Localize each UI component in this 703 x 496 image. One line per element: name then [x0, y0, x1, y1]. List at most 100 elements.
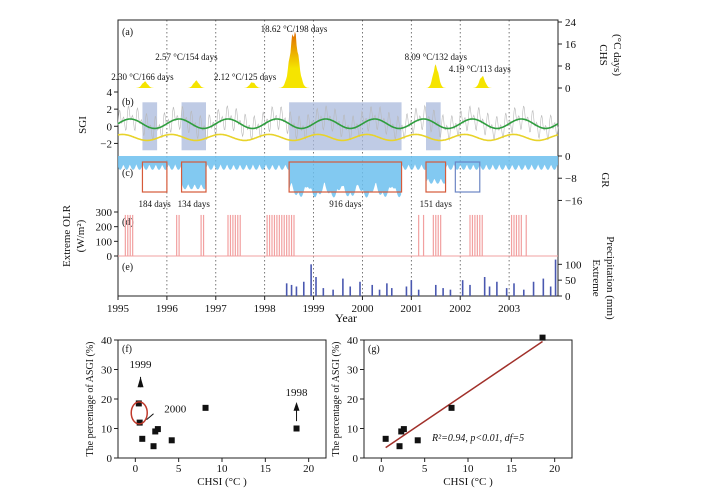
year-axis: 1995 1996 1997 1998 1999 2000 2001 2002 2003 — [107, 296, 521, 315]
panel-f-annotation-1998: 1998 — [286, 387, 309, 399]
gr-box-label-0: 184 days — [139, 199, 172, 209]
panel-c-area — [118, 156, 558, 198]
panel-f-point-7 — [202, 404, 209, 411]
panel-f-point-2 — [139, 435, 146, 442]
panel-f-xtick-label-0: 0 — [133, 463, 139, 475]
gr-box-1 — [180, 161, 207, 193]
panel-f-arrowhead-1998 — [293, 401, 300, 411]
panel-f-points — [135, 400, 300, 450]
panel-a-tick-label-2: 16 — [565, 39, 577, 51]
panel-f-arrowhead-1999 — [137, 376, 144, 388]
panel-e-ylabel-line1: Extreme — [590, 259, 602, 296]
panel-g-ytick-label-0: 0 — [353, 453, 359, 465]
panel-f-ytick-label-4: 40 — [101, 335, 113, 347]
gr-box-label-1: 134 days — [178, 199, 211, 209]
panel-g-xtick-label-1: 5 — [422, 463, 428, 475]
panel-b-lines — [117, 104, 559, 142]
panel-f-point-3 — [150, 443, 157, 450]
panel-b-label: (b) — [122, 97, 134, 108]
chs-annotation-3: 18.62 °C/198 days — [261, 24, 328, 34]
chs-annotation-0: 2.30 °C/166 days — [111, 72, 174, 82]
panel-f: (f) 0 5 10 15 20 0 10 20 30 40 1999 2000 1998 CHSI … — [85, 335, 327, 488]
panel-f-label: (f) — [122, 344, 132, 355]
panel-b-shading — [142, 102, 441, 151]
panel-f-ytick-label-3: 30 — [101, 365, 113, 377]
panel-a-annotations: 2.30 °C/166 days 2.57 °C/154 days 2.12 °C/… — [111, 24, 511, 82]
panel-d-bars — [118, 214, 558, 257]
panel-e-tick-label-1: 50 — [565, 275, 577, 287]
panel-f-arrow-2000 — [146, 413, 154, 421]
panel-f-xtick-label-4: 20 — [303, 463, 315, 475]
year-axis-label: Year — [335, 311, 357, 325]
gr-box-2 — [288, 161, 403, 193]
panel-g-point-0 — [382, 435, 389, 442]
panel-c-label: (c) — [122, 168, 133, 179]
panel-a-ylabel-line1: CHS — [597, 44, 609, 65]
panel-f-annotation-2000: 2000 — [164, 403, 187, 415]
panel-e-tick-label-2: 100 — [565, 259, 582, 271]
panel-f-axes: 0 5 10 15 20 0 10 20 30 40 — [101, 335, 315, 475]
panel-f-xtick-label-1: 5 — [176, 463, 182, 475]
panel-e-label: (e) — [122, 262, 133, 273]
panel-c-tick-label-2: −16 — [565, 195, 583, 207]
panel-g-label: (g) — [368, 344, 380, 355]
gr-box-3 — [425, 161, 447, 193]
panel-g: (g) 0 5 10 15 20 0 10 20 30 40 R²=0.94, p<0.01, d… — [331, 334, 573, 488]
panel-g-ytick-label-1: 10 — [347, 424, 359, 436]
panel-d-tick-label-2: 200 — [96, 222, 113, 234]
gr-box-4 — [454, 161, 481, 193]
panel-g-xtick-label-2: 10 — [463, 463, 475, 475]
panel-g-ytick-label-2: 20 — [347, 394, 359, 406]
panel-d-tick-label-3: 300 — [96, 207, 113, 219]
panel-d-ylabel-line2: (W/m²) — [75, 219, 87, 252]
panel-f-point-8 — [293, 425, 300, 432]
panel-g-point-6 — [539, 334, 546, 341]
panel-b: (b) −2 0 2 4 SGI — [77, 87, 559, 151]
panel-a-label: (a) — [122, 27, 133, 38]
gr-box-label-2: 916 days — [329, 199, 362, 209]
panel-b-ylabel: SGI — [77, 116, 89, 134]
panel-g-point-3 — [400, 426, 407, 433]
panel-g-axes: 0 5 10 15 20 0 10 20 30 40 — [347, 335, 561, 475]
panel-e: (e) 0 50 100 Extreme Precipitation (mm) — [122, 236, 616, 320]
panel-f-annotations: 1999 2000 1998 — [130, 359, 309, 425]
panel-b-tick-label-3: 4 — [107, 87, 113, 99]
chs-annotation-1: 2.57 °C/154 days — [155, 52, 218, 62]
sgi-series-green — [117, 118, 559, 130]
year-tick-label-1998: 1998 — [254, 303, 277, 315]
panel-f-point-0 — [135, 400, 142, 407]
panel-c-right-axis: 0 −8 −16 — [558, 151, 583, 207]
panel-e-right-axis: 0 50 100 — [558, 259, 582, 303]
panel-f-xlabel: CHSI (°C ) — [197, 476, 247, 488]
year-tick-label-1997: 1997 — [205, 303, 228, 315]
panel-a-ylabel-line2: (°C days) — [611, 34, 623, 76]
panel-f-ytick-label-2: 20 — [101, 394, 113, 406]
panel-a: (a) 2.30 °C/166 days 2.57 °C/154 days 2.12… — [111, 17, 623, 95]
chs-annotation-4: 8.09 °C/132 days — [405, 52, 468, 62]
panel-g-points — [382, 334, 546, 450]
panel-g-xtick-label-0: 0 — [379, 463, 385, 475]
panel-b-tick-label-1: 0 — [107, 121, 113, 133]
panel-d-tick-label-1: 100 — [96, 236, 113, 248]
panel-g-ytick-label-4: 40 — [347, 335, 359, 347]
panel-f-xtick-label-2: 10 — [217, 463, 229, 475]
panel-e-ylabel-line2: Precipitation (mm) — [604, 236, 616, 320]
panel-g-annotation: R²=0.94, p<0.01, df=5 — [431, 433, 524, 444]
panel-b-tick-label-0: −2 — [100, 138, 112, 150]
chs-annotation-5: 4.19 °C/113 days — [449, 64, 512, 74]
panel-f-ytick-label-0: 0 — [107, 453, 113, 465]
gr-area — [118, 156, 558, 198]
panel-g-fit-line — [385, 340, 543, 449]
panel-g-point-4 — [414, 437, 421, 444]
panel-a-right-axis: 0 8 16 24 — [558, 17, 577, 95]
panel-g-point-5 — [448, 404, 455, 411]
panel-d-ylabel-line1: Extreme OLR — [61, 204, 73, 267]
year-tick-label-2002: 2002 — [449, 303, 471, 315]
panel-f-highlight-circle — [130, 401, 148, 425]
year-tick-label-1996: 1996 — [156, 303, 179, 315]
panel-g-ylabel: The percentage of ASGI (%) — [331, 342, 342, 457]
year-tick-label-2000: 2000 — [351, 303, 374, 315]
panel-c-ylabel: GR — [599, 172, 611, 188]
